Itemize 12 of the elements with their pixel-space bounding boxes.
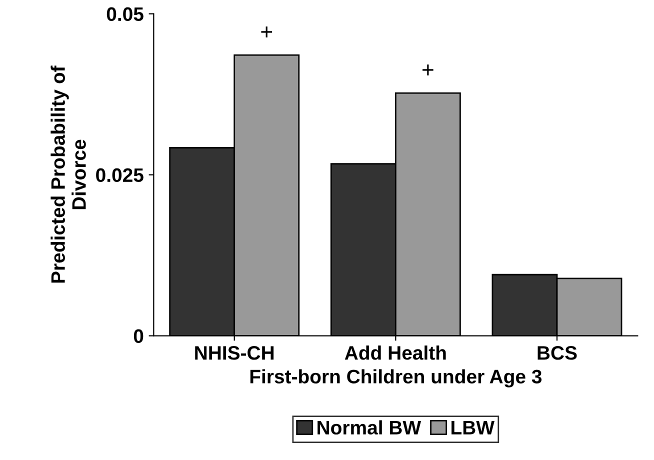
y-axis-title: Predicted Probability of Divorce bbox=[50, 66, 86, 283]
x-axis-title: First-born Children under Age 3 bbox=[250, 369, 542, 388]
x-tick-label: BCS bbox=[538, 346, 577, 360]
x-tick-label: NHIS-CH bbox=[195, 346, 274, 360]
legend-label: Normal BW bbox=[318, 420, 422, 435]
legend-label: LBW bbox=[452, 420, 494, 434]
x-tick-label: Add Health bbox=[344, 346, 446, 360]
annotation: + bbox=[422, 64, 434, 76]
y-tick-label: 0.05 bbox=[106, 7, 144, 22]
y-tick-label: 0 bbox=[134, 329, 144, 344]
annotation: + bbox=[261, 26, 272, 38]
y-tick-label: 0.025 bbox=[96, 168, 144, 182]
